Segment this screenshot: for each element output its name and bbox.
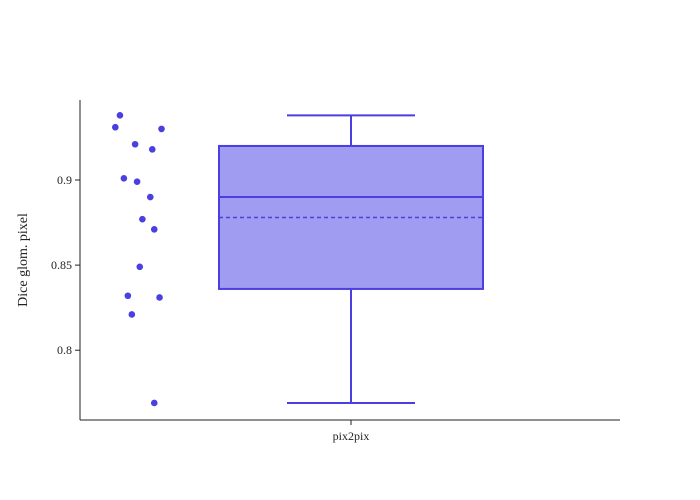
x-axis-ticks: pix2pix — [333, 420, 370, 443]
data-point — [133, 178, 141, 186]
data-point — [158, 125, 165, 133]
y-tick-label: 0.85 — [51, 258, 72, 272]
data-point — [147, 193, 154, 201]
y-tick-label: 0.8 — [57, 343, 72, 357]
data-point — [136, 263, 144, 271]
y-tick-label: 0.9 — [57, 173, 72, 187]
y-axis-ticks: 0.8 0.85 0.9 — [51, 173, 80, 357]
data-point — [150, 399, 158, 407]
data-point — [139, 215, 146, 223]
data-point — [120, 174, 128, 182]
data-point — [112, 123, 119, 131]
x-tick-label: pix2pix — [333, 429, 370, 443]
y-axis-title: Dice glom. pixel — [16, 213, 31, 307]
plot-area — [112, 112, 484, 407]
data-point — [128, 311, 136, 318]
data-point — [148, 146, 156, 153]
data-point — [131, 140, 139, 148]
data-point — [156, 294, 163, 301]
data-point — [124, 292, 132, 300]
data-point — [116, 112, 124, 119]
data-point — [150, 226, 158, 233]
